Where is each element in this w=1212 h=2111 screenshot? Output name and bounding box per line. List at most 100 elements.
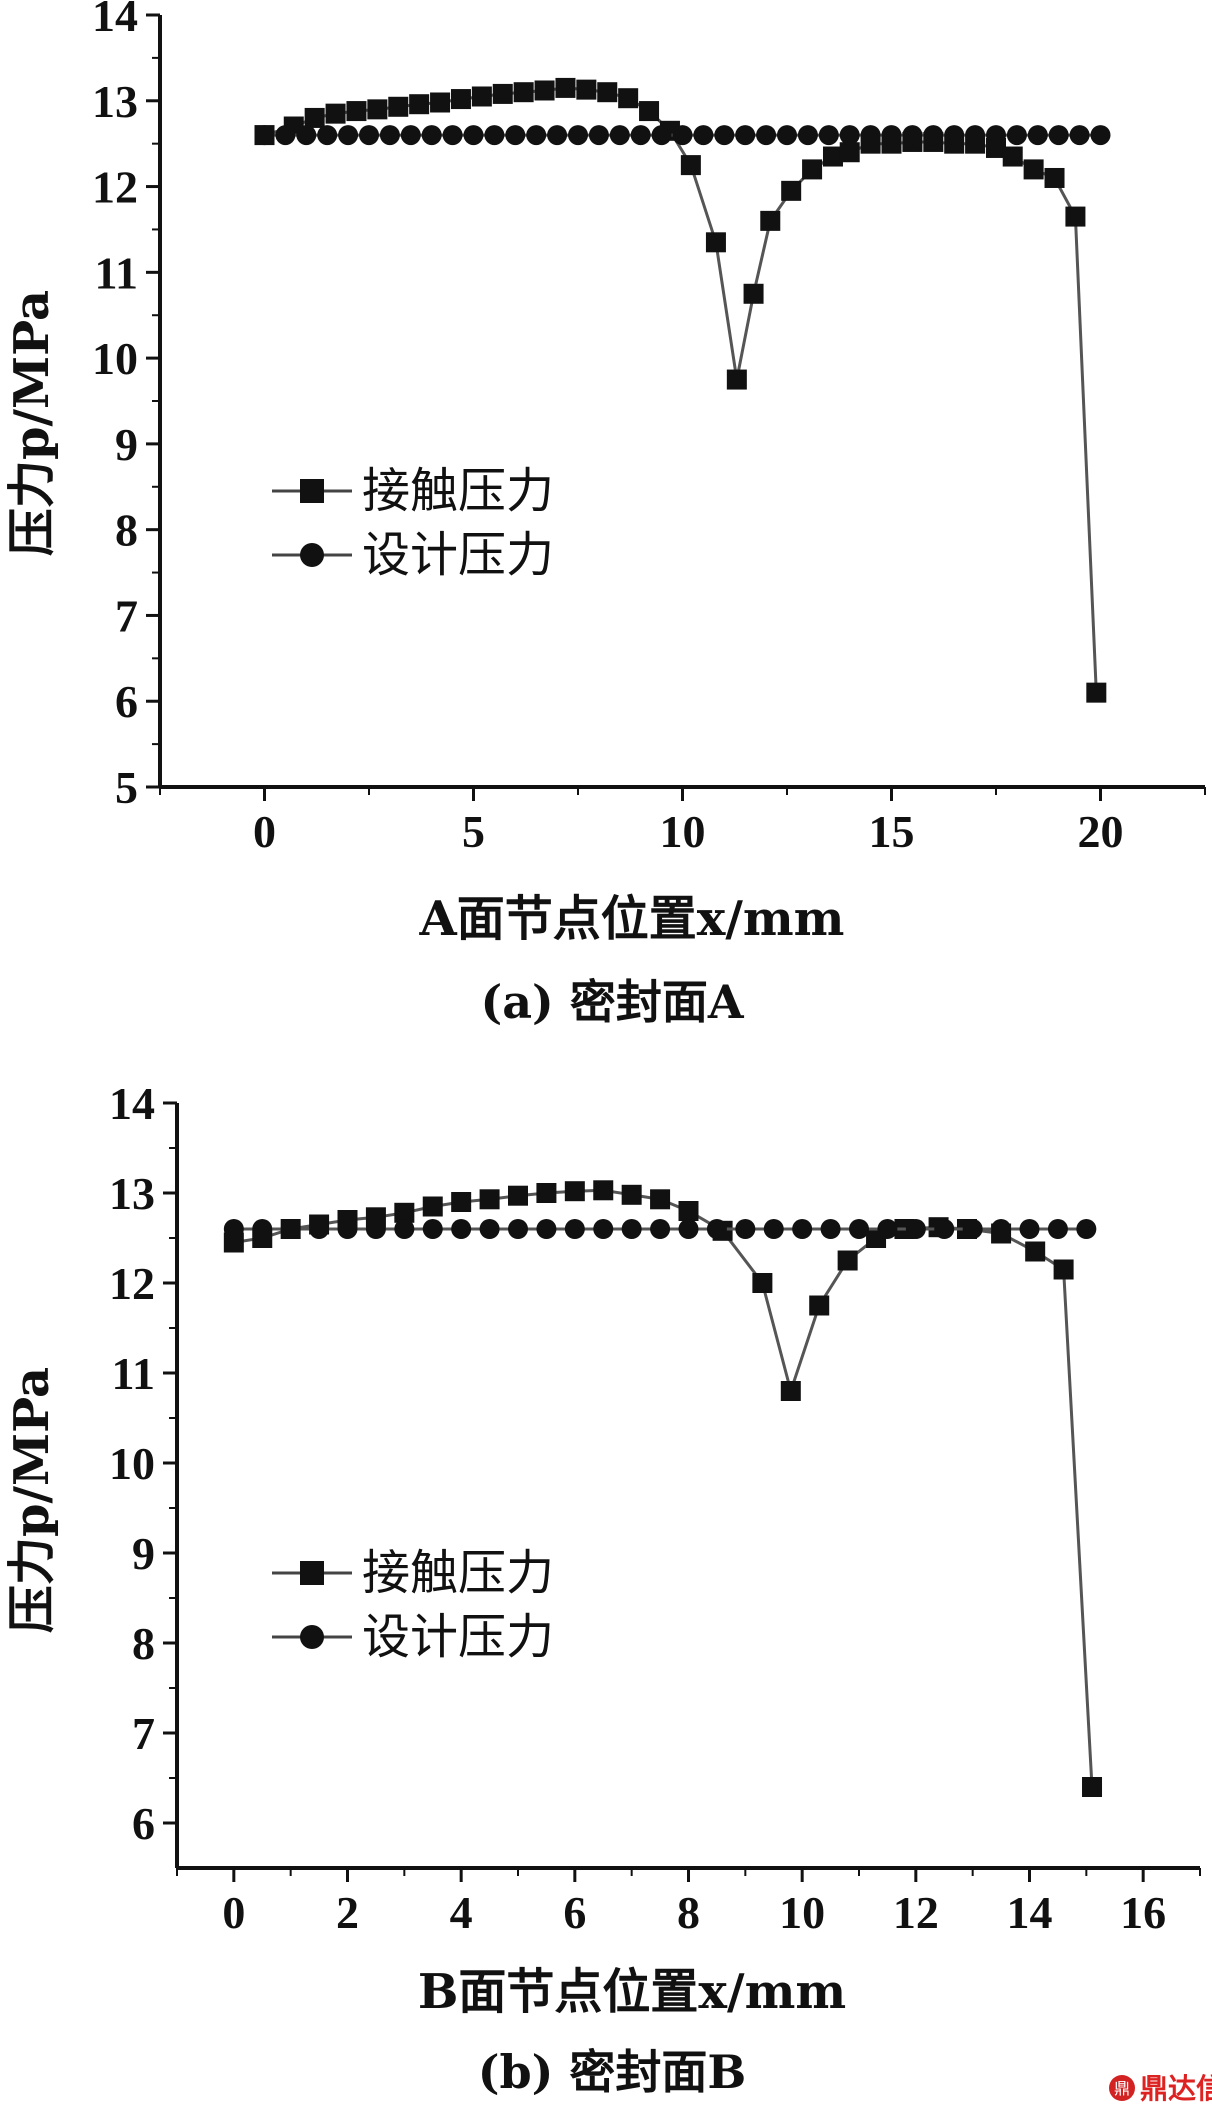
chart-panel-b: 6 7 8 9 10 11 12 13 14 0 2 4 6 8 10 12 14 16 B面节点位置x/mm 压…	[4, 1078, 1201, 2099]
data-point-contact	[705, 232, 726, 253]
data-point-design	[1069, 125, 1090, 146]
data-point-design	[735, 125, 756, 146]
data-point-design	[337, 1219, 358, 1239]
data-point-design	[280, 1219, 301, 1239]
y-tick-label: 7	[132, 1708, 155, 1759]
y-tick-label: 8	[132, 1618, 155, 1669]
y-tick-label: 11	[112, 1348, 155, 1399]
data-point-design	[706, 1219, 727, 1239]
data-point-design	[421, 125, 442, 146]
data-point-design	[792, 1219, 813, 1239]
data-point-contact	[367, 99, 388, 120]
data-point-design	[568, 125, 588, 146]
data-point-contact	[346, 101, 367, 122]
x-tick-label: 6	[563, 1887, 586, 1938]
data-point-contact	[618, 88, 639, 109]
data-point-design	[526, 125, 547, 146]
legend-label-contact-a: 接触压力	[362, 463, 554, 519]
data-point-design	[394, 1219, 415, 1239]
y-axis-label-b: 压力p/MPa	[4, 1367, 60, 1633]
data-point-contact	[780, 1381, 801, 1401]
data-point-contact	[1053, 1259, 1074, 1280]
y-tick-label: 12	[109, 1258, 155, 1309]
data-point-contact	[564, 1181, 585, 1202]
data-point-design	[422, 1219, 443, 1239]
data-point-contact	[422, 1196, 443, 1217]
data-point-design	[756, 125, 777, 146]
data-point-design	[962, 1219, 983, 1239]
data-point-design	[986, 125, 1006, 146]
data-point-contact	[1065, 206, 1086, 227]
data-point-contact	[325, 103, 346, 124]
data-point-design	[877, 1219, 898, 1239]
data-point-contact	[597, 82, 618, 103]
data-point-design	[818, 125, 839, 146]
data-point-contact	[388, 96, 409, 117]
data-point-design	[763, 1219, 784, 1239]
x-tick-label: 2	[336, 1887, 359, 1938]
data-point-design	[588, 125, 609, 146]
data-point-design	[650, 1219, 671, 1239]
data-point-design	[965, 125, 986, 146]
data-point-contact	[1082, 1777, 1103, 1797]
data-point-design	[902, 125, 923, 146]
y-tick-label: 13	[92, 76, 138, 127]
data-point-design	[275, 125, 296, 146]
y-tick-label: 9	[115, 419, 138, 470]
data-point-design	[400, 125, 421, 146]
x-tick-label: 10	[779, 1887, 825, 1938]
data-point-design	[672, 125, 693, 146]
x-tick-label: 8	[677, 1887, 700, 1938]
data-point-design	[1048, 125, 1069, 146]
data-point-contact	[639, 101, 660, 122]
data-point-design	[484, 125, 505, 146]
data-point-design	[365, 1219, 386, 1239]
data-point-contact	[555, 77, 576, 98]
data-point-design	[379, 125, 400, 146]
data-point-design	[714, 125, 735, 146]
data-point-contact	[743, 283, 764, 304]
data-point-design	[317, 125, 338, 146]
data-point-contact	[621, 1184, 642, 1205]
data-point-contact	[576, 79, 597, 100]
data-point-design	[797, 125, 818, 146]
data-point-contact	[513, 82, 534, 103]
data-point-design	[505, 125, 526, 146]
data-point-design	[508, 1219, 528, 1239]
data-point-design	[860, 125, 881, 146]
data-point-design	[609, 125, 630, 146]
data-point-design	[735, 1219, 756, 1239]
data-point-contact	[1002, 146, 1023, 167]
data-point-contact	[409, 94, 430, 115]
data-point-design	[1027, 125, 1048, 146]
legend-a: 接触压力 设计压力	[272, 463, 554, 583]
data-point-design	[252, 1219, 273, 1239]
data-point-design	[777, 125, 797, 146]
legend-label-design-a: 设计压力	[362, 527, 554, 583]
x-tick-label: 10	[660, 806, 706, 857]
data-point-contact	[471, 86, 492, 107]
caption-b: (b) 密封面B	[478, 2045, 747, 2099]
legend-marker-contact-a	[300, 479, 324, 503]
data-point-contact	[430, 92, 451, 113]
data-point-contact	[450, 89, 471, 110]
data-point-contact	[752, 1273, 773, 1293]
data-point-design	[934, 1219, 955, 1239]
logo-glyph: 鼎	[1114, 2079, 1130, 2098]
legend-label-design-b: 设计压力	[362, 1609, 554, 1665]
y-tick-label: 9	[132, 1528, 155, 1579]
y-axis-label-a: 压力p/MPa	[4, 290, 60, 556]
data-point-design	[621, 1219, 642, 1239]
data-point-design	[991, 1219, 1012, 1239]
data-point-design	[359, 125, 379, 146]
data-point-contact	[304, 107, 325, 128]
watermark: 鼎 鼎达信	[1109, 2072, 1212, 2105]
data-point-contact	[837, 1250, 858, 1271]
data-point-design	[651, 125, 672, 146]
data-point-design	[693, 125, 714, 146]
data-point-design	[564, 1219, 585, 1239]
legend-b: 接触压力 设计压力	[272, 1545, 554, 1665]
data-point-contact	[394, 1202, 415, 1223]
x-tick-label: 14	[1007, 1887, 1053, 1938]
y-tick-label: 8	[115, 505, 138, 556]
